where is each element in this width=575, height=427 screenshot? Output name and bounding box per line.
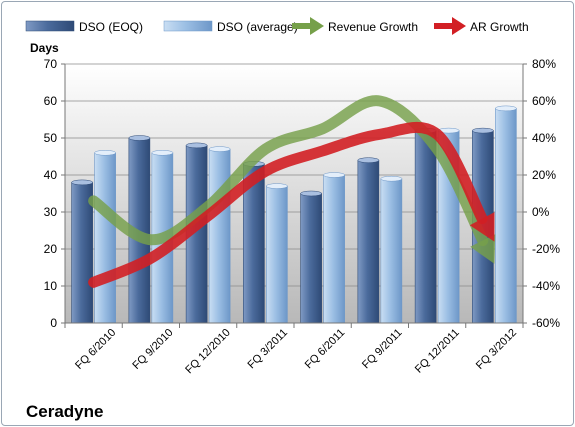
growth-arrows (88, 95, 496, 288)
y2-tick-label: 60% (532, 94, 556, 108)
y2-tick-label: 80% (532, 57, 556, 71)
legend-arrowhead-ar-growth (452, 17, 466, 35)
y-tick-label: 40 (44, 168, 58, 182)
y-axis: 0 10 20 30 40 50 60 70 (44, 57, 65, 330)
y2-tick-label: 40% (532, 131, 556, 145)
bar-dso-eoq (414, 130, 437, 324)
bar-dso-average-top (495, 105, 517, 112)
y2-tick-label: -60% (532, 316, 560, 330)
bar-dso-eoq-top (300, 190, 322, 197)
bar-dso-eoq (357, 159, 380, 324)
y2-tick-label: 20% (532, 168, 556, 182)
bar-dso-average (208, 148, 231, 324)
x-tick-label: FQ 3/2012 (474, 327, 519, 372)
bars (71, 105, 517, 324)
bar-dso-eoq-top (357, 157, 380, 163)
y-axis-label: Days (30, 41, 59, 55)
bar-dso-eoq-top (185, 142, 208, 149)
bar-dso-average-top (208, 146, 231, 152)
bar-dso-eoq-top (71, 179, 93, 186)
y2-axis: -60% -40% -20% 0% 20% 40% 60% 80% (523, 57, 560, 330)
y-tick-label: 10 (44, 279, 58, 293)
y-tick-label: 20 (44, 242, 58, 256)
bar-dso-average-top (380, 175, 403, 182)
legend-swatch-dso-eoq (25, 20, 75, 32)
bar-dso-average (94, 152, 116, 324)
x-tick-label: FQ 9/2011 (360, 327, 405, 372)
legend-swatch-dso-average (163, 20, 213, 32)
y2-tick-label: -20% (532, 242, 560, 256)
y-tick-label: 70 (44, 57, 58, 71)
bar-dso-eoq (300, 193, 322, 324)
bar-dso-average (495, 108, 517, 324)
bar-dso-average-top (94, 150, 116, 156)
bar-dso-average-top (323, 172, 345, 178)
y2-tick-label: 0% (532, 205, 550, 219)
arrow-line-revenue-growth (88, 95, 489, 247)
legend-item-dso-eoq: DSO (EOQ) (25, 20, 143, 34)
legend-label-ar-growth: AR Growth (470, 20, 529, 34)
arrowhead-ar-growth (469, 212, 495, 242)
y2-tick-label: -40% (532, 279, 560, 293)
legend-arrowhead-revenue-growth (310, 17, 324, 35)
y-tick-label: 60 (44, 94, 58, 108)
legend-item-revenue-growth: Revenue Growth (292, 17, 418, 35)
bar-dso-average-top (151, 150, 174, 156)
legend-item-dso-average: DSO (average) (163, 20, 298, 34)
x-axis: FQ 6/2010 FQ 9/2010 FQ 12/2010 FQ 3/2011 FQ … (64, 323, 524, 377)
chart-title: Ceradyne (26, 402, 103, 421)
y-tick-label: 30 (44, 205, 58, 219)
arrow-line-ar-growth (88, 121, 488, 288)
arrowhead-revenue-growth (470, 234, 496, 264)
x-tick-label: FQ 9/2010 (130, 327, 175, 372)
x-tick-label: FQ 12/2011 (413, 327, 462, 376)
bar-dso-average (323, 174, 345, 324)
legend-label-dso-average: DSO (average) (217, 20, 298, 34)
x-tick-label: FQ 6/2011 (303, 327, 348, 372)
x-tick-label: FQ 12/2010 (183, 327, 233, 377)
y-tick-label: 50 (44, 131, 58, 145)
x-tick-label: FQ 3/2011 (245, 327, 290, 372)
bar-dso-eoq-top (472, 127, 494, 134)
bar-dso-average (380, 178, 403, 324)
x-tick-label: FQ 6/2010 (73, 327, 118, 372)
bar-dso-average (266, 185, 288, 324)
legend-label-dso-eoq: DSO (EOQ) (79, 20, 143, 34)
legend-label-revenue-growth: Revenue Growth (328, 20, 418, 34)
legend-item-ar-growth: AR Growth (434, 17, 529, 35)
bar-dso-average-top (266, 183, 288, 189)
bar-dso-eoq-top (128, 135, 151, 141)
legend: DSO (EOQ) DSO (average) Revenue Growth A… (25, 17, 529, 35)
y-tick-label: 0 (50, 316, 57, 330)
